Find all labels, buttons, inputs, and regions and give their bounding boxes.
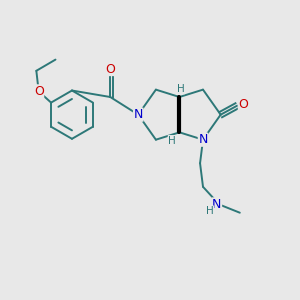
Text: H: H [177, 84, 185, 94]
Text: O: O [238, 98, 248, 111]
Text: O: O [105, 62, 115, 76]
Text: N: N [134, 108, 143, 121]
Text: H: H [206, 206, 214, 216]
Text: N: N [212, 198, 221, 211]
Text: O: O [34, 85, 43, 98]
Text: H: H [168, 136, 176, 146]
Text: N: N [198, 133, 208, 146]
